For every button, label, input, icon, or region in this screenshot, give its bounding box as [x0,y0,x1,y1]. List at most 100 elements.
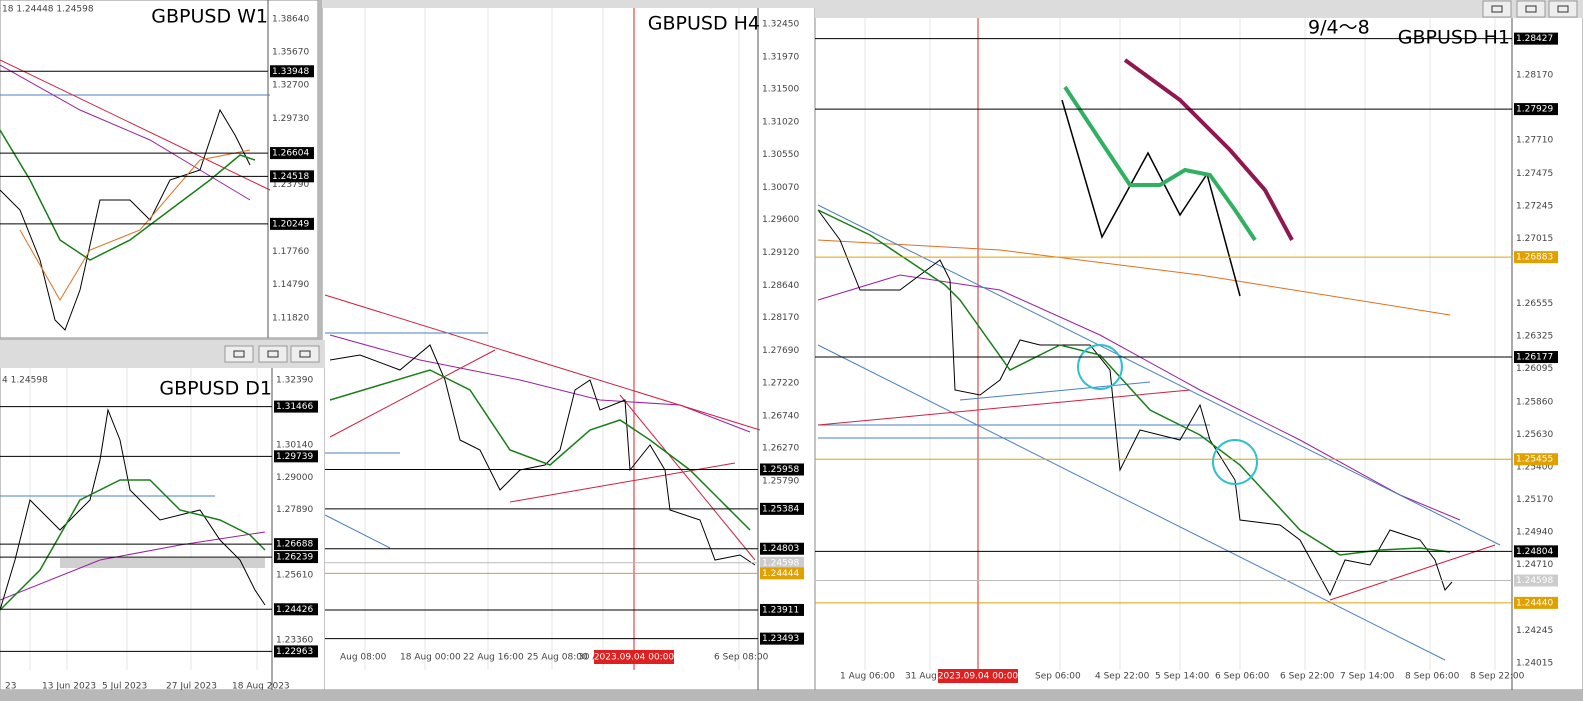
chart-title: GBPUSD H1 [1398,27,1510,49]
close-button[interactable] [1548,0,1578,18]
axis-label: 1.38640 [272,15,309,25]
axis-label: 1.25170 [1516,495,1553,505]
price-tag [270,147,314,160]
time-label: 30 Aug [578,653,610,663]
price-tag [760,632,804,645]
axis-label: 1.27245 [1516,201,1553,211]
axis-label: 1.14790 [272,280,309,290]
price-label: 1.26688 [276,540,313,550]
decoration-line [329,344,756,566]
axis-label: 1.26325 [1516,332,1553,342]
axis-label: 1.17760 [272,247,309,257]
axis-label: 1.26740 [762,411,799,421]
window-background [815,0,1583,690]
axis-label: 1.32450 [762,20,799,30]
close-button[interactable] [290,345,320,363]
decoration-line [959,381,1151,401]
window-background [322,0,815,690]
time-label: 4 Sep 22:00 [1095,672,1150,682]
price-tag [760,502,804,515]
time-label: 5 Sep 14:00 [1155,672,1210,682]
axis-label: 1.25630 [1516,430,1553,440]
price-tag [1514,574,1558,587]
axis-label: 1.32700 [272,81,309,91]
minimize-button[interactable] [224,345,254,363]
time-label: 6 Sep 08:00 [714,653,769,663]
price-label: 1.25455 [1516,455,1553,465]
price-label: 1.24518 [272,172,309,182]
price-label: 1.24598 [1516,576,1553,586]
price-label: 1.25384 [762,504,799,514]
axis-label: 1.27890 [276,505,313,515]
axis-label: 1.29000 [276,473,313,483]
price-tag [1514,32,1558,45]
price-label: 1.26177 [1516,353,1553,363]
price-label: 1.27929 [1516,105,1553,115]
price-tag [274,603,318,616]
decoration-line [817,344,1446,661]
axis-label: 1.29730 [272,114,309,124]
price-label: 1.26883 [1516,253,1553,263]
price-label: 1.24598 [762,558,799,568]
decoration-line [0,408,266,611]
price-label: 1.23493 [762,634,799,644]
axis-label: 1.11820 [272,313,309,323]
axis-label: 1.30550 [762,150,799,160]
time-label: 25 Aug 08:00 [527,653,588,663]
time-label: 8 Sep 22:00 [1470,672,1525,682]
decoration-line [1123,58,1294,241]
maximize-button[interactable] [1516,0,1546,18]
header-prices: 4 1.24598 [2,376,48,386]
time-label: 23 [5,682,16,692]
axis-label: 1.31970 [762,52,799,62]
title-bar [815,0,1583,18]
axis-label: 1.28640 [762,281,799,291]
axis-label: 1.31020 [762,118,799,128]
time-label: 7 Sep 14:00 [1340,672,1395,682]
price-label: 1.31466 [276,402,313,412]
axis-label: 1.30070 [762,183,799,193]
decoration-line [329,334,751,433]
button-glyph [1557,5,1569,13]
time-label: 5 Jul 2023 [102,682,147,692]
price-tag [1514,251,1558,264]
axis-label: 1.25790 [762,477,799,487]
price-tag [760,567,804,580]
axis-label: 1.24015 [1516,659,1553,669]
time-label: 8 Sep 06:00 [1405,672,1460,682]
price-tag [270,65,314,78]
price-label: 1.24440 [1516,598,1553,608]
price-tag [760,542,804,555]
annotation-circle [1077,344,1123,390]
window-body: 1.32390 1.30140 1.29000 1.27890 1.25610 1.233… [0,340,325,692]
marker-tag [594,650,674,664]
price-label: 1.24804 [1516,547,1553,557]
decoration-line [0,129,256,261]
maximize-button[interactable] [258,345,288,363]
axis-label: 1.29120 [762,248,799,258]
axis-label: 1.28170 [1516,71,1553,81]
button-glyph [233,350,245,358]
time-label: 13 Jun 2023 [42,682,96,692]
axis-label: 1.28170 [762,313,799,323]
axis-label: 1.23790 [272,180,309,190]
chart-window: 1.32390 1.30140 1.29000 1.27890 1.25610 1.233… [0,340,325,692]
minimize-button[interactable] [1482,0,1512,18]
decoration-line [324,294,761,431]
axis-label: 1.32390 [276,376,313,386]
price-label: 1.23911 [762,605,799,615]
price-label: 1.24803 [762,544,799,554]
window-background [0,340,325,690]
time-label: Aug 08:00 [340,653,387,663]
decoration-line [324,514,391,549]
price-label: 1.20249 [272,219,309,229]
price-tag [274,400,318,413]
time-label: Sep 06:00 [1035,672,1081,682]
axis-label: 1.24940 [1516,528,1553,538]
axis-label: 1.23360 [276,635,313,645]
annotation: 9/4〜8 [1308,17,1370,39]
marker-date: 2023.09.04 00:00 [594,653,675,663]
decoration-line [817,204,1501,546]
window-body: 1.32450 1.31970 1.31500 1.31020 1.30550 1.300… [322,0,815,690]
